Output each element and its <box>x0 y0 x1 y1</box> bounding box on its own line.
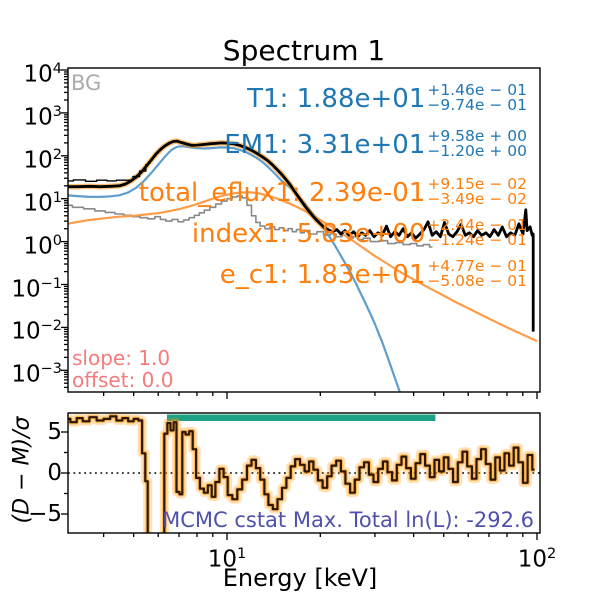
param-value: EM1: 3.31e+01 <box>224 130 426 160</box>
residual-ytick-label: 0 <box>47 460 62 486</box>
param-lower-error: −9.74e − 01 <box>427 96 527 114</box>
param-upper-error: +9.15e − 02 <box>427 175 527 193</box>
param-lower-error: −5.08e − 01 <box>427 272 527 290</box>
nonthermal-curve <box>68 191 538 343</box>
mcmc-likelihood-annotation: MCMC cstat Max. Total ln(L): -292.6 <box>162 508 534 532</box>
param-upper-error: +4.77e − 01 <box>427 257 527 275</box>
param-annotation-index1: index1: 5.83e+00 +2.44e − 01 −1.24e − 01 <box>191 216 527 249</box>
total-model-curve <box>68 139 535 332</box>
spectrum-ytick-label: 102 <box>23 146 62 174</box>
background-curve <box>68 195 433 248</box>
param-uncertainty: +9.58e + 00 −1.20e + 00 <box>427 127 527 160</box>
residual-band-inner <box>68 414 535 533</box>
spectrum-ytick-label: 10−3 <box>11 361 62 388</box>
offset-annotation: offset: 0.0 <box>72 368 174 392</box>
param-annotation-T1: T1: 1.88e+01 +1.46e − 01 −9.74e − 01 <box>247 81 527 114</box>
spectrum-ytick-label: 104 <box>23 61 62 88</box>
thermal-curve <box>68 145 402 392</box>
param-lower-error: −3.49e − 02 <box>427 190 527 208</box>
bg-curve-label: BG <box>71 71 102 95</box>
param-uncertainty: +9.15e − 02 −3.49e − 02 <box>427 175 527 208</box>
slope-annotation: slope: 1.0 <box>72 346 171 370</box>
fit-range-bar <box>166 414 436 421</box>
param-value: index1: 5.83e+00 <box>191 219 426 249</box>
spectrum-ytick-label: 10−2 <box>11 318 62 346</box>
param-uncertainty: +1.46e − 01 −9.74e − 01 <box>427 81 527 114</box>
param-annotation-EM1: EM1: 3.31e+01 +9.58e + 00 −1.20e + 00 <box>224 127 527 160</box>
param-value: total_eflux1: 2.39e-01 <box>138 178 426 208</box>
param-value: T1: 1.88e+01 <box>247 84 426 114</box>
residual-ytick-label: 5 <box>47 419 62 445</box>
param-uncertainty: +2.44e − 01 −1.24e − 01 <box>427 216 527 249</box>
x-axis-label: Energy [keV] <box>222 564 378 592</box>
data-steps-curve <box>68 164 149 182</box>
xtick-label: 102 <box>517 546 557 573</box>
plot-title: Spectrum 1 <box>222 34 386 67</box>
param-upper-error: +1.46e − 01 <box>427 81 527 99</box>
spectrum-ytick-label: 100 <box>23 232 62 260</box>
param-annotation-total-eflux1: total_eflux1: 2.39e-01 +9.15e − 02 −3.49… <box>138 175 527 208</box>
param-upper-error: +2.44e − 01 <box>427 216 527 234</box>
spectrum-ytick-label: 101 <box>23 189 62 217</box>
param-annotation-e-c1: e_c1: 1.83e+01 +4.77e − 01 −5.08e − 01 <box>219 257 527 290</box>
param-lower-error: −1.20e + 00 <box>427 142 527 160</box>
spectrum-axes-box <box>67 67 541 393</box>
param-lower-error: −1.24e − 01 <box>427 231 527 249</box>
spectrum-ytick-label: 103 <box>23 103 62 131</box>
spectrum-ytick-label: 10−1 <box>11 275 62 303</box>
param-value: e_c1: 1.83e+01 <box>219 260 426 290</box>
param-uncertainty: +4.77e − 01 −5.08e − 01 <box>427 257 527 290</box>
residual-band-outer <box>68 413 537 533</box>
residual-ytick-label: −5 <box>28 501 62 527</box>
param-upper-error: +9.58e + 00 <box>427 127 527 145</box>
xtick-label: 101 <box>207 546 247 573</box>
residual-curve <box>68 415 535 533</box>
